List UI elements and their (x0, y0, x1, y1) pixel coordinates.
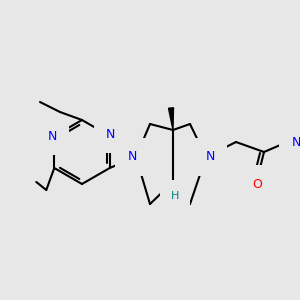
Text: O: O (252, 178, 262, 190)
Text: N: N (291, 136, 300, 148)
Text: N: N (48, 130, 57, 142)
Text: H: H (171, 191, 179, 201)
Text: N: N (205, 151, 215, 164)
Polygon shape (169, 108, 173, 130)
Text: N: N (106, 128, 116, 140)
Text: H: H (288, 123, 296, 133)
Text: N: N (127, 151, 137, 164)
